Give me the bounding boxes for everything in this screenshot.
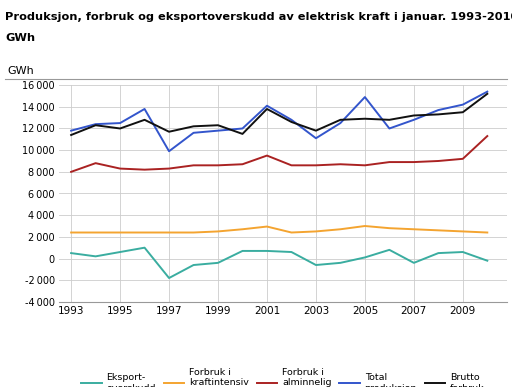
Text: GWh: GWh <box>7 67 34 77</box>
Legend: Eksport-
overskudd, Forbruk i
kraftintensiv
industri i alt, Forbruk i
alminnelig: Eksport- overskudd, Forbruk i kraftinten… <box>78 365 487 387</box>
Text: Produksjon, forbruk og eksportoverskudd av elektrisk kraft i januar. 1993-2010.: Produksjon, forbruk og eksportoverskudd … <box>5 12 512 22</box>
Text: GWh: GWh <box>5 33 35 43</box>
